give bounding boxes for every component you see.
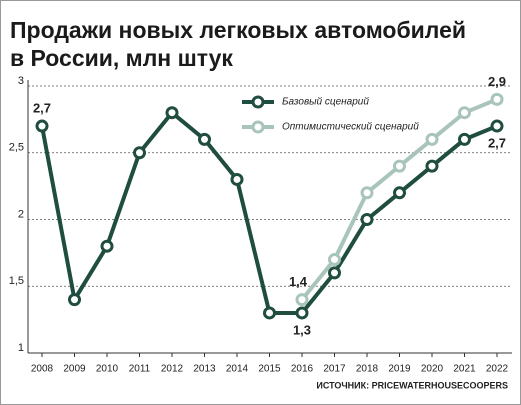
x-tick-label: 2013: [193, 364, 216, 375]
x-tick-label: 2016: [291, 364, 314, 375]
x-tick-label: 2009: [63, 364, 86, 375]
value-label: 2,9: [488, 74, 506, 89]
point: [458, 106, 471, 120]
chart-title: в России, млн штук: [10, 45, 233, 71]
legend-label: Оптимистический сценарий: [282, 122, 419, 133]
point: [490, 119, 504, 133]
point: [360, 213, 374, 226]
y-tick-label: 2: [18, 208, 24, 220]
value-label: 1,4: [289, 274, 308, 289]
x-tick-label: 2014: [226, 364, 249, 375]
x-tick-label: 2008: [31, 364, 54, 375]
x-tick-label: 2017: [323, 364, 346, 375]
point: [425, 159, 439, 173]
point: [68, 293, 81, 307]
x-tick-label: 2022: [486, 364, 509, 375]
point: [328, 253, 341, 267]
point: [263, 306, 276, 320]
value-label: 1,3: [293, 322, 311, 337]
point: [425, 132, 439, 146]
chart-title: Продажи новых легковых автомобилей: [10, 17, 466, 43]
value-label: 2,7: [488, 135, 506, 150]
point: [360, 186, 374, 200]
x-tick-label: 2011: [129, 364, 151, 375]
point: [328, 266, 341, 280]
point: [490, 92, 504, 106]
point: [230, 172, 244, 186]
x-tick-label: 2020: [421, 364, 444, 375]
y-tick-label: 1: [18, 342, 24, 354]
point: [35, 119, 49, 133]
x-tick-label: 2010: [96, 364, 119, 375]
point: [100, 239, 114, 253]
y-tick-label: 2,5: [9, 142, 24, 154]
x-tick-label: 2012: [161, 364, 184, 375]
value-label: 2,7: [33, 100, 51, 115]
y-tick-label: 3: [18, 75, 24, 87]
x-tick-label: 2021: [453, 364, 476, 375]
point: [393, 159, 406, 173]
legend-marker: [251, 120, 265, 134]
point: [133, 146, 146, 160]
x-tick-label: 2018: [356, 364, 379, 375]
legend-label: Базовый сценарий: [282, 97, 369, 108]
point: [198, 132, 211, 146]
source: ИСТОЧНИК: PRICEWATERHOUSECOOPERS: [316, 380, 508, 390]
point: [295, 306, 309, 320]
point: [165, 106, 179, 120]
point: [295, 293, 309, 307]
x-tick-label: 2019: [388, 364, 411, 375]
point: [458, 132, 471, 146]
legend-marker: [251, 95, 265, 109]
x-tick-label: 2015: [258, 364, 281, 375]
y-tick-label: 1,5: [9, 275, 24, 287]
point: [393, 186, 406, 200]
